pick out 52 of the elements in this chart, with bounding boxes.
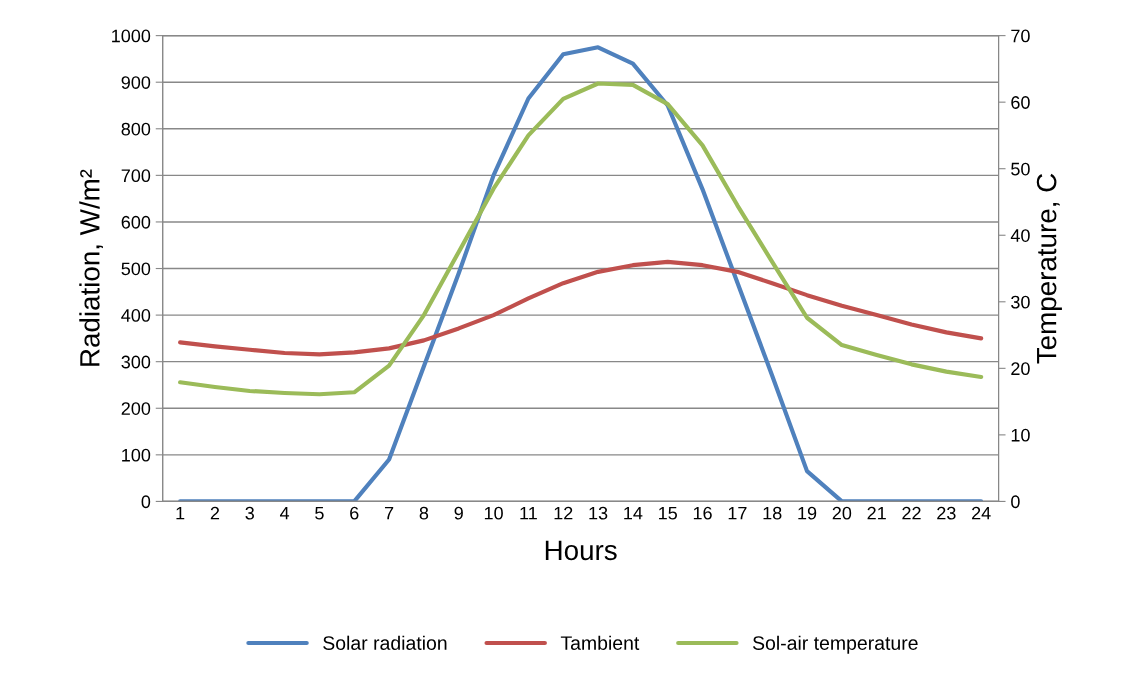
x-tick-label: 14 bbox=[624, 506, 643, 520]
x-tick-label: 21 bbox=[867, 506, 886, 520]
y-tick-label: 700 bbox=[121, 169, 151, 183]
legend-label: Sol-air temperature bbox=[752, 635, 918, 654]
x-tick-label: 9 bbox=[454, 506, 463, 520]
y-tick-label: 100 bbox=[122, 448, 151, 462]
y2-tick-label: 20 bbox=[1011, 362, 1030, 376]
y-axis-title: Radiation, W/m² bbox=[79, 169, 103, 366]
x-axis-title: Hours bbox=[545, 540, 617, 561]
x-tick-label: 6 bbox=[350, 506, 359, 520]
x-tick-label: 15 bbox=[659, 506, 677, 520]
x-tick-label: 22 bbox=[902, 506, 921, 520]
x-tick-label: 20 bbox=[832, 506, 852, 520]
y-tick-label: 600 bbox=[121, 215, 151, 229]
legend-label: Solar radiation bbox=[323, 635, 447, 650]
y2-tick-label: 60 bbox=[1011, 96, 1030, 109]
x-tick-label: 18 bbox=[763, 506, 782, 520]
x-tick-label: 7 bbox=[384, 506, 394, 520]
y2-tick-label: 50 bbox=[1011, 162, 1030, 176]
legend-label: Tambient bbox=[560, 635, 640, 650]
x-tick-label: 17 bbox=[728, 506, 747, 520]
y-tick-label: 300 bbox=[121, 355, 151, 369]
y2-axis-title: Temperature, C bbox=[1036, 173, 1062, 364]
x-tick-label: 23 bbox=[937, 506, 956, 520]
x-tick-label: 8 bbox=[419, 506, 429, 520]
x-tick-label: 5 bbox=[315, 506, 324, 520]
y-tick-label: 800 bbox=[121, 122, 151, 136]
x-tick-label: 19 bbox=[798, 506, 817, 520]
y-tick-label: 0 bbox=[141, 495, 151, 509]
x-tick-label: 16 bbox=[693, 506, 712, 520]
y-tick-label: 500 bbox=[121, 262, 151, 276]
line-series bbox=[178, 45, 984, 502]
y2-tick-label: 70 bbox=[1011, 29, 1030, 43]
x-tick-label: 4 bbox=[279, 506, 290, 520]
line-series bbox=[178, 81, 984, 397]
x-tick-label: 24 bbox=[972, 506, 991, 520]
y-tick-label: 200 bbox=[121, 402, 151, 415]
y2-tick-label: 30 bbox=[1011, 295, 1030, 309]
x-tick-label: 13 bbox=[589, 506, 608, 520]
y2-tick-label: 0 bbox=[1011, 495, 1020, 509]
x-tick-label: 2 bbox=[210, 506, 220, 520]
x-tick-label: 12 bbox=[554, 506, 573, 520]
y2-tick-label: 40 bbox=[1010, 229, 1030, 242]
x-tick-label: 10 bbox=[484, 506, 503, 520]
x-tick-label: 3 bbox=[245, 506, 254, 520]
y-tick-label: 1000 bbox=[112, 29, 151, 43]
y2-tick-label: 10 bbox=[1011, 428, 1030, 442]
line-series bbox=[178, 259, 984, 357]
y-tick-label: 400 bbox=[121, 309, 151, 322]
y-tick-label: 900 bbox=[121, 76, 151, 89]
x-tick-label: 1 bbox=[176, 506, 185, 520]
x-tick-label: 11 bbox=[520, 506, 537, 520]
